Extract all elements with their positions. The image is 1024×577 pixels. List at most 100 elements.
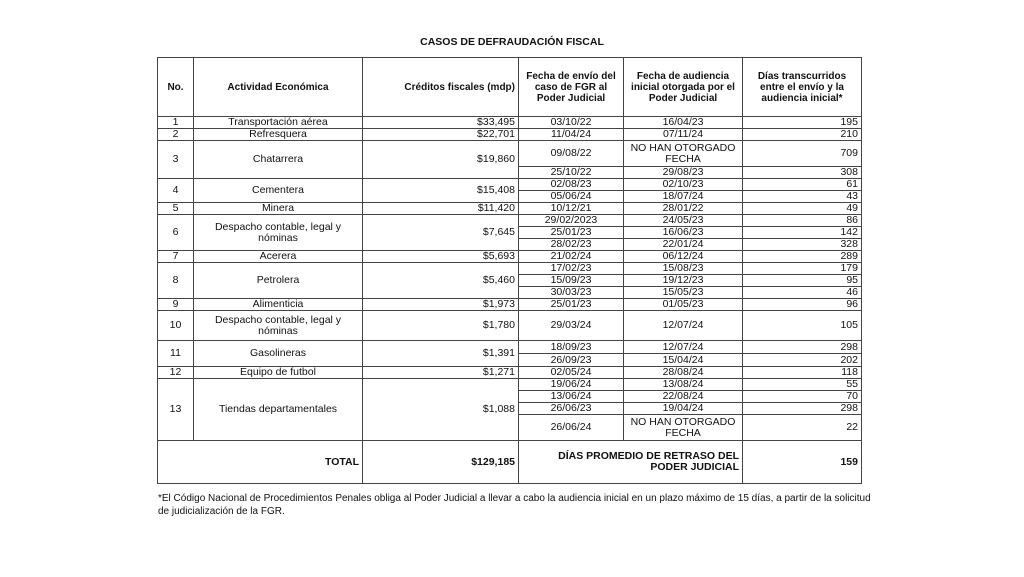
- tax-credit: $11,420: [362, 202, 519, 215]
- hearing-date: 16/04/23: [623, 116, 743, 129]
- send-date: 15/09/23: [518, 274, 624, 287]
- hearing-date: 29/08/23: [623, 166, 743, 179]
- elapsed-days: 118: [742, 366, 862, 379]
- case-number: 11: [157, 340, 194, 367]
- table-row: 13/06/24 22/08/24 70: [158, 390, 862, 403]
- hearing-date: 15/04/24: [623, 353, 743, 367]
- elapsed-days: 298: [742, 340, 862, 354]
- economic-activity: Equipo de futbol: [193, 366, 363, 379]
- economic-activity: Refresquera: [193, 128, 363, 141]
- send-date: 26/09/23: [518, 353, 624, 367]
- header-creditos: Créditos fiscales (mdp): [362, 57, 519, 117]
- elapsed-days: 61: [742, 178, 862, 191]
- send-date: 29/03/24: [518, 310, 624, 341]
- elapsed-days: 95: [742, 274, 862, 287]
- send-date: 09/08/22: [518, 140, 624, 167]
- hearing-date: 19/04/24: [623, 402, 743, 415]
- elapsed-days: 22: [742, 414, 862, 441]
- hearing-date: 15/08/23: [623, 262, 743, 275]
- economic-activity: Gasolineras: [193, 340, 363, 367]
- economic-activity: Petrolera: [193, 262, 363, 299]
- hearing-date: 01/05/23: [623, 298, 743, 311]
- elapsed-days: 43: [742, 190, 862, 203]
- economic-activity: Tiendas departamentales: [193, 378, 363, 441]
- elapsed-days: 298: [742, 402, 862, 415]
- table-row: 2 Refresquera $22,701 11/04/24 07/11/24 210: [157, 128, 862, 141]
- elapsed-days: 86: [742, 214, 862, 227]
- table-row: 4 Cementera $15,408 02/08/23 02/10/23 61: [157, 178, 862, 203]
- fraud-cases-table: No. Actividad Económica Créditos fiscale…: [157, 57, 862, 484]
- elapsed-days: 308: [742, 166, 862, 179]
- economic-activity: Despacho contable, legal y nóminas: [193, 310, 363, 341]
- case-number: 7: [157, 250, 194, 263]
- send-date: 30/03/23: [518, 286, 624, 299]
- case-number: 3: [157, 140, 194, 179]
- table-row: 11 Gasolineras $1,391 18/09/23 12/07/24 298: [157, 340, 862, 367]
- total-row: TOTAL $129,185 DÍAS PROMEDIO DE RETRASO …: [157, 440, 862, 484]
- economic-activity: Transportación aérea: [193, 116, 363, 129]
- elapsed-days: 46: [742, 286, 862, 299]
- hearing-date: 02/10/23: [623, 178, 743, 191]
- hearing-date: 12/07/24: [623, 310, 743, 341]
- table-row: 13 Tiendas departamentales $1,088 19/06/24 1…: [157, 378, 862, 441]
- case-number: 6: [157, 214, 194, 251]
- header-no: No.: [157, 57, 194, 117]
- tax-credit: $1,780: [362, 310, 519, 341]
- case-number: 5: [157, 202, 194, 215]
- case-number: 8: [157, 262, 194, 299]
- tax-credit: $1,271: [362, 366, 519, 379]
- tax-credit: $5,693: [362, 250, 519, 263]
- send-date: 03/10/22: [518, 116, 624, 129]
- table-row: 12 Equipo de futbol $1,271 02/05/24 28/08/24…: [157, 366, 862, 379]
- economic-activity: Minera: [193, 202, 363, 215]
- elapsed-days: 105: [742, 310, 862, 341]
- table-row: 5 Minera $11,420 10/12/21 28/01/22 49: [157, 202, 862, 215]
- send-date: 25/01/23: [518, 298, 624, 311]
- send-date: 26/06/24: [518, 414, 624, 441]
- tax-credit: $5,460: [362, 262, 519, 299]
- send-date: 26/06/23: [518, 402, 624, 415]
- hearing-date: 15/05/23: [623, 286, 743, 299]
- average-delay-value: 159: [742, 440, 862, 484]
- elapsed-days: 202: [742, 353, 862, 367]
- header-actividad: Actividad Económica: [193, 57, 363, 117]
- elapsed-days: 328: [742, 238, 862, 251]
- header-dias: Días transcurridos entre el envío y la a…: [742, 57, 862, 117]
- tax-credit: $1,973: [362, 298, 519, 311]
- elapsed-days: 70: [742, 390, 862, 403]
- header-row: No. Actividad Económica Créditos fiscale…: [157, 57, 862, 117]
- send-date: 05/06/24: [518, 190, 624, 203]
- header-fecha-audiencia: Fecha de audiencia inicial otorgada por …: [623, 57, 743, 117]
- hearing-date: 06/12/24: [623, 250, 743, 263]
- economic-activity: Despacho contable, legal y nóminas: [193, 214, 363, 251]
- table-row: 10 Despacho contable, legal y nóminas $1,7…: [157, 310, 862, 341]
- send-date: 19/06/24: [518, 378, 624, 391]
- header-fecha-envio: Fecha de envío del caso de FGR al Poder …: [518, 57, 624, 117]
- case-number: 9: [157, 298, 194, 311]
- hearing-date: NO HAN OTORGADO FECHA: [623, 414, 743, 441]
- hearing-date: NO HAN OTORGADO FECHA: [623, 140, 743, 167]
- hearing-date: 18/07/24: [623, 190, 743, 203]
- elapsed-days: 142: [742, 226, 862, 239]
- send-date: 11/04/24: [518, 128, 624, 141]
- table-row: 26/06/24 NO HAN OTORGADO FECHA 22: [158, 414, 862, 441]
- tax-credit: $22,701: [362, 128, 519, 141]
- send-date: 17/02/23: [518, 262, 624, 275]
- table-row: 8 Petrolera $5,460 17/02/23 15/08/23 179: [157, 262, 862, 299]
- table-row: 28/02/23 22/01/24 328: [158, 238, 862, 251]
- send-date: 29/02/2023: [518, 214, 624, 227]
- hearing-date: 12/07/24: [623, 340, 743, 354]
- economic-activity: Acerera: [193, 250, 363, 263]
- hearing-date: 16/06/23: [623, 226, 743, 239]
- table-row: 3 Chatarrera $19,860 09/08/22 NO HAN OTORGAD…: [157, 140, 862, 179]
- economic-activity: Alimenticia: [193, 298, 363, 311]
- economic-activity: Cementera: [193, 178, 363, 203]
- send-date: 25/10/22: [518, 166, 624, 179]
- send-date: 28/02/23: [518, 238, 624, 251]
- tax-credit: $33,495: [362, 116, 519, 129]
- elapsed-days: 289: [742, 250, 862, 263]
- send-date: 18/09/23: [518, 340, 624, 354]
- elapsed-days: 55: [742, 378, 862, 391]
- tax-credit: $1,088: [362, 378, 519, 441]
- tax-credit: $19,860: [362, 140, 519, 179]
